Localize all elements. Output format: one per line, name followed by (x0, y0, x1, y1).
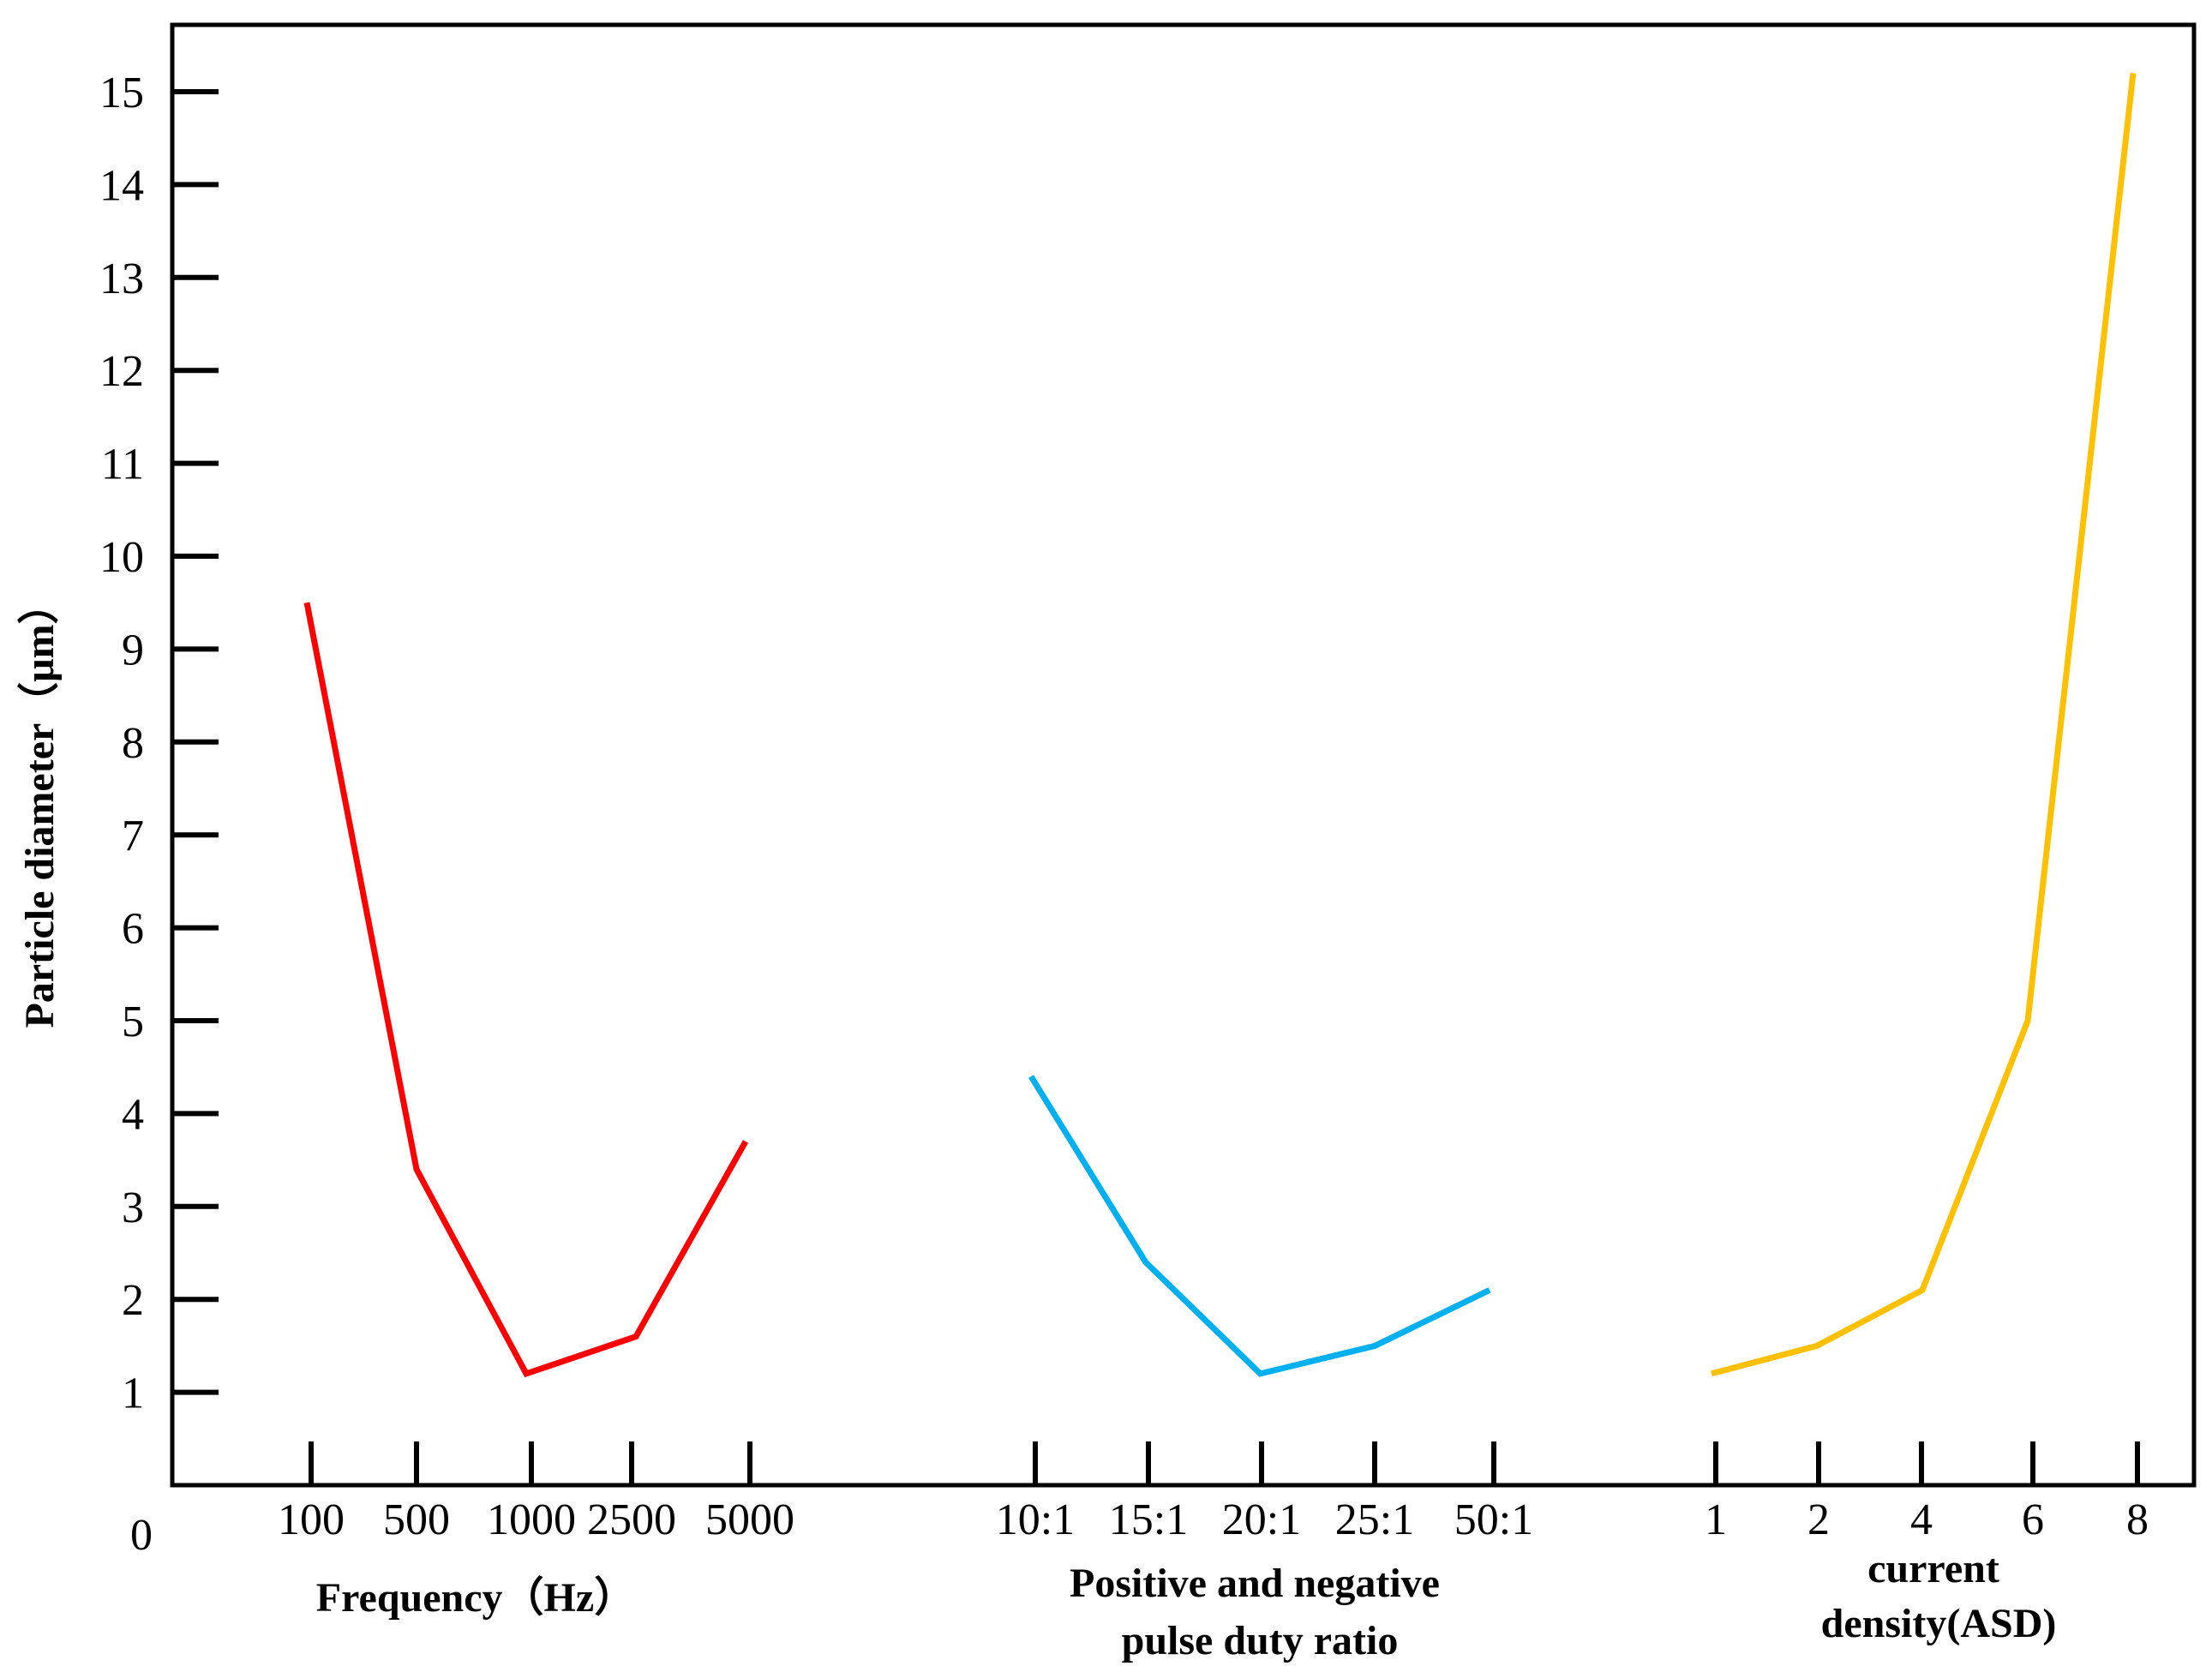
y-tick-label: 2 (122, 1276, 144, 1325)
plot-frame (170, 22, 2197, 1488)
series-line (303, 602, 749, 1378)
y-tick-label: 11 (101, 440, 144, 489)
x-tick-label: 10:1 (996, 1495, 1075, 1544)
x-tick-label: 15:1 (1109, 1495, 1188, 1544)
duty-ratio-title-line-2: pulse duty ratio (1122, 1618, 1399, 1663)
y-axis-title: Particle diameter（μm） (17, 583, 63, 1028)
x-tick-label: 100 (278, 1495, 345, 1544)
x-tick-label: 5000 (705, 1495, 794, 1544)
x-axis-title-duty-ratio: Positive and negative pulse duty ratio (1070, 1561, 1450, 1663)
y-tick-label: 15 (99, 69, 144, 117)
x-tick-label: 2500 (587, 1495, 676, 1544)
y-origin-label: 0 (130, 1511, 153, 1560)
x-tick-label: 4 (1910, 1495, 1933, 1544)
series-line (1028, 1075, 1491, 1377)
x-axis-ticks: 100 500 1000 2500 5000 10:1 15:1 20:1 25:1 50:1 1 2… (278, 1441, 2149, 1544)
series-line (1711, 72, 2137, 1377)
y-tick-label: 5 (122, 998, 144, 1046)
x-tick-label: 6 (2022, 1495, 2044, 1544)
x-tick-label: 20:1 (1222, 1495, 1301, 1544)
current-density-title-line-1: current (1867, 1546, 1999, 1591)
x-axis-title-frequency: Frequency（Hz） (316, 1575, 635, 1621)
x-tick-label: 2 (1807, 1495, 1830, 1544)
y-tick-label: 12 (99, 347, 144, 396)
y-tick-label: 13 (99, 255, 144, 303)
x-tick-label: 500 (383, 1495, 450, 1544)
y-tick-label: 4 (122, 1090, 144, 1139)
x-tick-label: 8 (2126, 1495, 2149, 1544)
x-tick-label: 25:1 (1335, 1495, 1414, 1544)
y-tick-label: 10 (99, 533, 144, 582)
series-lines (303, 72, 2137, 1378)
y-tick-label: 7 (122, 812, 144, 860)
y-tick-label: 3 (122, 1184, 144, 1232)
x-tick-label: 1000 (487, 1495, 576, 1544)
y-tick-label: 14 (99, 161, 144, 210)
y-tick-label: 6 (122, 905, 144, 954)
y-tick-label: 9 (122, 626, 144, 674)
x-axis-title-current-density: current density(ASD) (1821, 1546, 2057, 1646)
y-tick-label: 1 (122, 1369, 144, 1418)
duty-ratio-title-line-1: Positive and negative (1070, 1561, 1440, 1606)
x-tick-label: 1 (1705, 1495, 1727, 1544)
current-density-title-line-2: density(ASD) (1821, 1601, 2057, 1646)
y-tick-label: 8 (122, 719, 144, 768)
x-tick-label: 50:1 (1454, 1495, 1533, 1544)
